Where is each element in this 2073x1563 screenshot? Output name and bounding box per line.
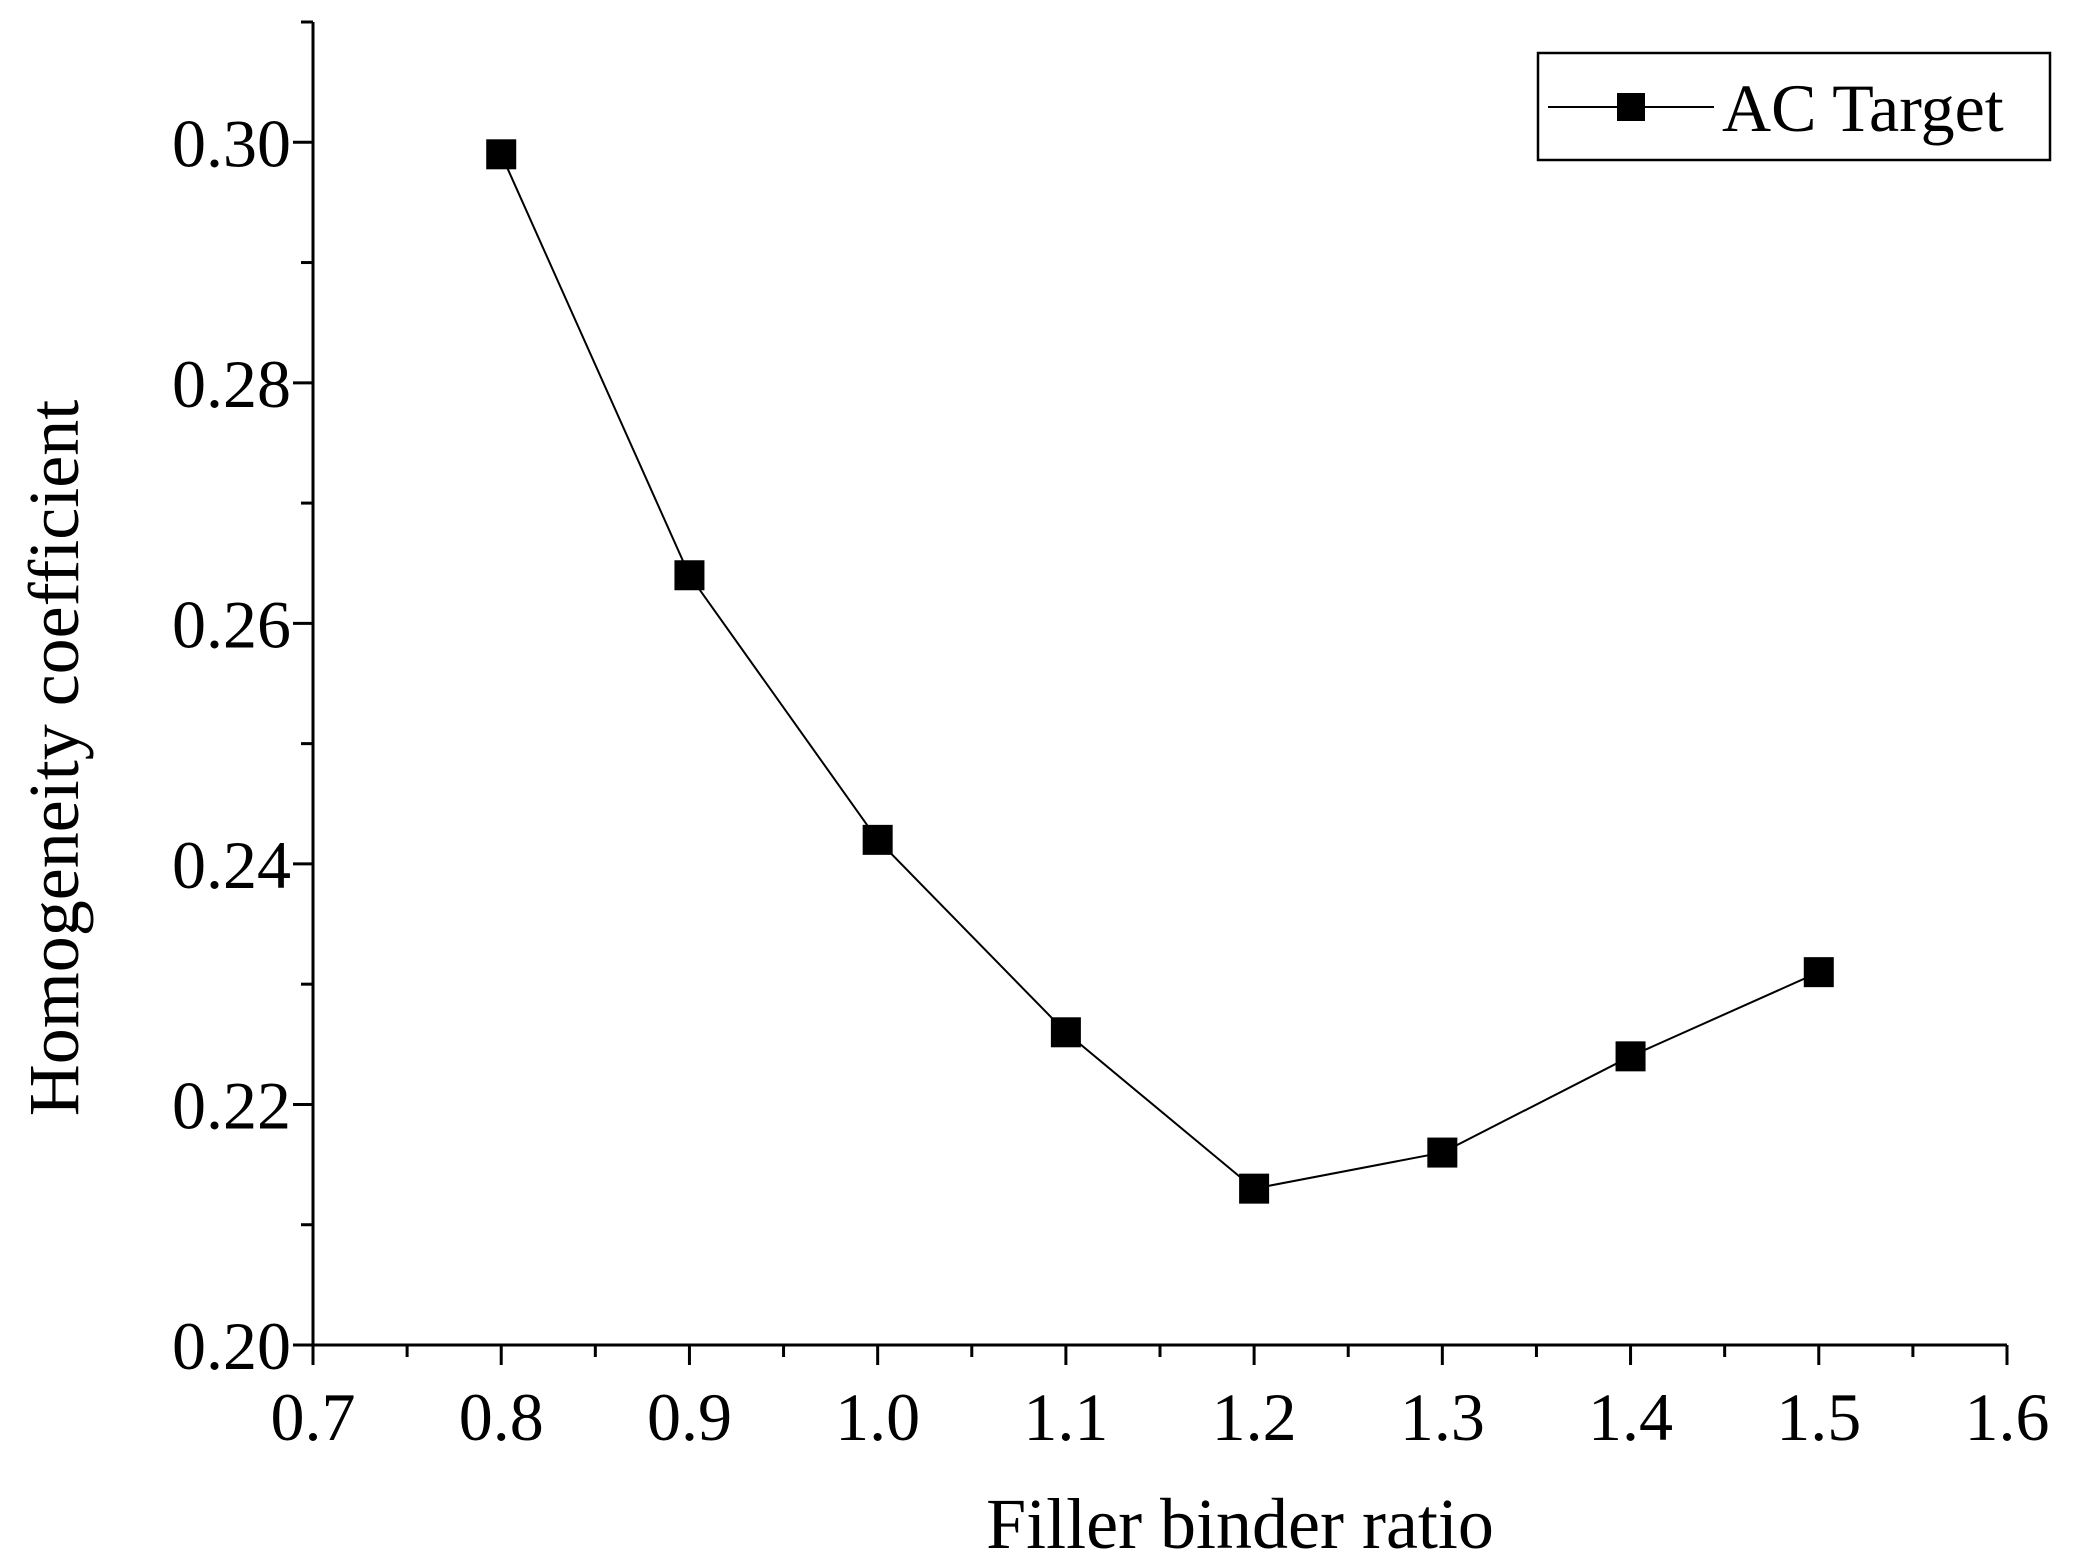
ticks: 0.7 0.8 0.9 1.0 1.1 1.2 1.3 1.4 1.5 1.6 0.20 0.22 0.… (172, 20, 2050, 1455)
axes (311, 22, 2007, 1347)
y-tick-label: 0.28 (172, 346, 291, 422)
y-tick-label: 0.20 (172, 1308, 291, 1384)
x-tick-label: 1.4 (1588, 1379, 1673, 1455)
data-point-marker (1239, 1173, 1270, 1204)
data-point-marker (486, 139, 517, 170)
x-tick-label: 1.5 (1776, 1379, 1861, 1455)
legend: AC Target (1536, 51, 2052, 162)
x-tick-label: 1.0 (835, 1379, 920, 1455)
x-tick-label: 0.8 (459, 1379, 544, 1455)
data-point-marker (1050, 1017, 1081, 1048)
x-tick-label: 0.9 (647, 1379, 732, 1455)
y-tick-label: 0.30 (172, 105, 291, 181)
y-axis-title: Homogeneity coefficient (14, 400, 94, 1116)
y-tick-label: 0.22 (172, 1067, 291, 1143)
y-tick-label: 0.24 (172, 827, 291, 903)
legend-entry-label: AC Target (1722, 70, 2004, 146)
x-tick-label: 1.6 (1965, 1379, 2050, 1455)
data-point-marker (862, 824, 893, 855)
data-point-marker (1427, 1137, 1458, 1168)
data-point-marker (1615, 1041, 1646, 1072)
legend-marker (1617, 93, 1645, 121)
x-tick-label: 1.1 (1023, 1379, 1108, 1455)
x-tick-label: 1.3 (1400, 1379, 1485, 1455)
y-tick-label: 0.26 (172, 586, 291, 662)
x-tick-label: 1.2 (1212, 1379, 1297, 1455)
data-point-marker (1803, 957, 1834, 988)
series-layer (486, 139, 1834, 1204)
data-point-marker (674, 560, 705, 591)
x-axis-title: Filler binder ratio (986, 1484, 1494, 1563)
x-tick-label: 0.7 (271, 1379, 356, 1455)
series-line (500, 153, 1820, 1190)
